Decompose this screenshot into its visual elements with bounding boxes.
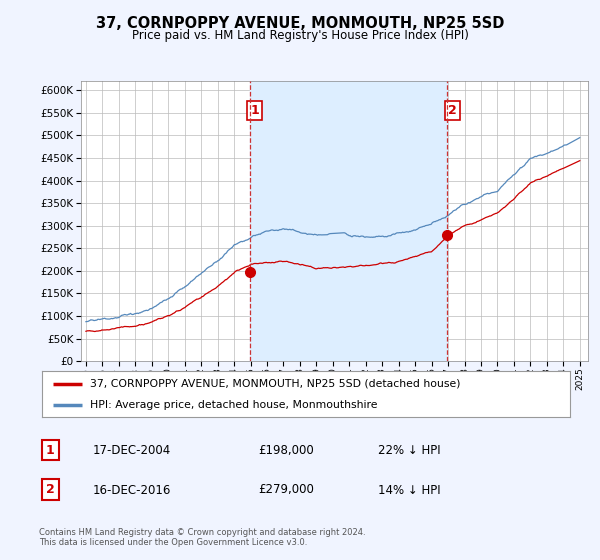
Text: 1: 1 xyxy=(250,104,259,117)
Text: 22% ↓ HPI: 22% ↓ HPI xyxy=(378,444,440,458)
Bar xyxy=(250,81,448,361)
Text: 2: 2 xyxy=(448,104,457,117)
Text: 17-DEC-2004: 17-DEC-2004 xyxy=(93,444,171,458)
Text: Price paid vs. HM Land Registry's House Price Index (HPI): Price paid vs. HM Land Registry's House … xyxy=(131,29,469,42)
Text: 2: 2 xyxy=(46,483,55,496)
Text: 1: 1 xyxy=(46,444,55,457)
Text: £198,000: £198,000 xyxy=(258,444,314,458)
Text: 37, CORNPOPPY AVENUE, MONMOUTH, NP25 5SD (detached house): 37, CORNPOPPY AVENUE, MONMOUTH, NP25 5SD… xyxy=(89,379,460,389)
Text: £279,000: £279,000 xyxy=(258,483,314,497)
Text: 16-DEC-2016: 16-DEC-2016 xyxy=(93,483,172,497)
Text: 37, CORNPOPPY AVENUE, MONMOUTH, NP25 5SD: 37, CORNPOPPY AVENUE, MONMOUTH, NP25 5SD xyxy=(96,16,504,31)
Text: HPI: Average price, detached house, Monmouthshire: HPI: Average price, detached house, Monm… xyxy=(89,400,377,410)
Text: Contains HM Land Registry data © Crown copyright and database right 2024.
This d: Contains HM Land Registry data © Crown c… xyxy=(39,528,365,547)
Text: 14% ↓ HPI: 14% ↓ HPI xyxy=(378,483,440,497)
